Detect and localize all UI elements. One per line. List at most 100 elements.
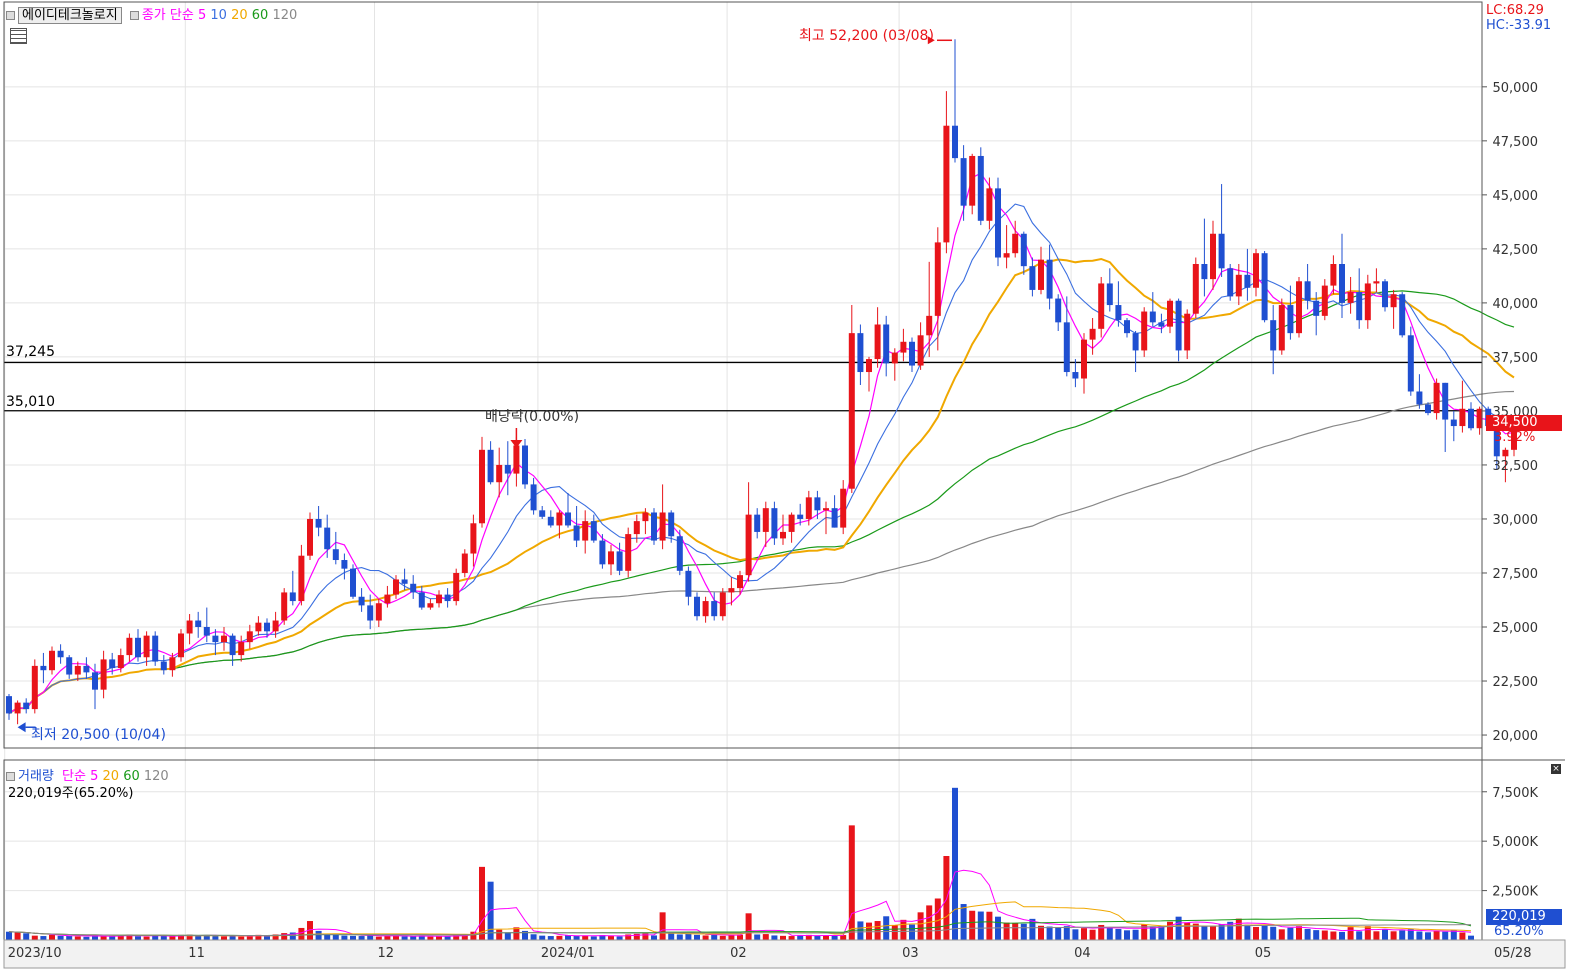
ma-period-10[interactable]: 10: [210, 8, 227, 23]
candle-body: [212, 635, 219, 643]
candle-body: [427, 603, 434, 608]
current-price-badge: 34,500: [1486, 415, 1562, 431]
x-tick-label: 11: [188, 946, 205, 961]
volume-ma-label[interactable]: 단순: [62, 769, 86, 784]
volume-bar: [221, 936, 227, 940]
volume-bar: [461, 934, 468, 940]
candle-body: [943, 125, 950, 243]
volume-bar: [367, 934, 374, 940]
volume-bar: [771, 935, 778, 940]
legend-square-icon[interactable]: [6, 11, 15, 20]
candle-body: [573, 525, 580, 541]
candle-body: [805, 497, 812, 519]
volume-title[interactable]: 거래량: [18, 769, 54, 784]
volume-bar: [401, 936, 408, 940]
volume-bar: [702, 935, 709, 940]
volume-bar: [1210, 925, 1216, 940]
volume-bar: [1356, 931, 1363, 940]
candle-body: [676, 536, 683, 571]
volume-bar: [1416, 931, 1423, 940]
candle-body: [642, 512, 649, 522]
stock-name[interactable]: 에이디테크놀로지: [18, 7, 122, 24]
candle-body: [771, 508, 778, 539]
table-icon[interactable]: [10, 28, 27, 44]
candle-body: [1476, 408, 1483, 429]
volume-bar: [1390, 931, 1397, 940]
volume-bar: [900, 919, 907, 940]
volume-bar: [315, 930, 322, 940]
candle-body: [1132, 333, 1139, 351]
candle-body: [1029, 266, 1036, 290]
volume-value: 220,019주(65.20%): [8, 786, 134, 801]
x-tick-label: 2023/10: [8, 946, 62, 961]
candle-body: [135, 637, 141, 658]
volume-legend: 거래량 단순 5 20 60 120: [6, 765, 169, 784]
volume-ma-120[interactable]: 120: [143, 769, 169, 784]
current-volume-badge: 220,019: [1486, 909, 1562, 925]
candle-body: [1227, 268, 1234, 297]
volume-bar: [186, 934, 193, 940]
candle-body: [1373, 281, 1380, 284]
volume-bar: [264, 936, 270, 940]
volume-ma-120-line: [8, 924, 1471, 936]
volume-bar: [453, 935, 460, 940]
volume-bar: [719, 935, 726, 940]
candle-body: [754, 514, 761, 532]
annotations: [17, 36, 952, 733]
candle-body: [539, 510, 546, 517]
candle-body: [900, 341, 907, 353]
volume-bar: [1227, 921, 1234, 940]
volume-bar: [332, 934, 339, 940]
candle-body: [367, 605, 374, 621]
candle-body: [169, 657, 176, 671]
candle-body: [384, 594, 391, 604]
volume-bar: [126, 934, 133, 940]
candle-body: [410, 583, 417, 593]
volume-bar: [1149, 926, 1156, 940]
volume-bar: [1304, 928, 1311, 940]
volume-bar: [410, 936, 417, 940]
volume-bar: [788, 936, 795, 940]
candle-body: [401, 579, 408, 584]
ma-period-60[interactable]: 60: [251, 8, 269, 23]
ma-period-5[interactable]: 5: [197, 8, 207, 23]
candle-body: [1020, 233, 1027, 267]
volume-bar: [57, 935, 64, 940]
volume-bar: [539, 935, 546, 940]
volume-tick-label: 5,000K: [1492, 835, 1538, 850]
candle-body: [788, 514, 795, 532]
legend-square-icon[interactable]: [129, 11, 139, 20]
volume-bar: [212, 936, 219, 940]
volume-bar: [1072, 929, 1079, 940]
volume-bar: [487, 881, 494, 940]
candles: [6, 39, 1517, 725]
volume-bar: [1313, 930, 1320, 940]
candle-body: [977, 155, 984, 221]
candle-body: [238, 642, 245, 656]
volume-bar: [1158, 925, 1165, 940]
volume-ma-20[interactable]: 20: [102, 769, 120, 784]
volume-bar: [651, 935, 657, 940]
low-label: 최저 20,500 (10/04): [31, 727, 166, 743]
ma-period-120[interactable]: 120: [272, 8, 298, 23]
volume-ma-5[interactable]: 5: [90, 769, 99, 784]
volume-ma-60[interactable]: 60: [123, 769, 140, 784]
volume-bar: [6, 931, 12, 940]
candle-body: [960, 158, 967, 206]
high-label: 최고 52,200 (03/08): [799, 28, 934, 44]
candle-body: [1175, 300, 1182, 351]
legend-square-icon[interactable]: [6, 772, 15, 781]
candle-body: [1098, 283, 1105, 329]
candle-body: [1493, 428, 1500, 457]
candle-body: [711, 601, 718, 617]
candle-body: [1012, 233, 1019, 254]
candle-body: [246, 631, 253, 643]
candle-body: [1201, 264, 1208, 280]
ma-period-20[interactable]: 20: [231, 8, 248, 23]
volume-bar: [831, 935, 838, 940]
dividend-arrow-head: [510, 440, 523, 448]
candle-body: [1296, 281, 1302, 334]
ma-label[interactable]: 종가 단순: [141, 8, 194, 23]
collapse-icon[interactable]: ×: [1551, 764, 1561, 774]
volume-bar: [1081, 928, 1087, 940]
